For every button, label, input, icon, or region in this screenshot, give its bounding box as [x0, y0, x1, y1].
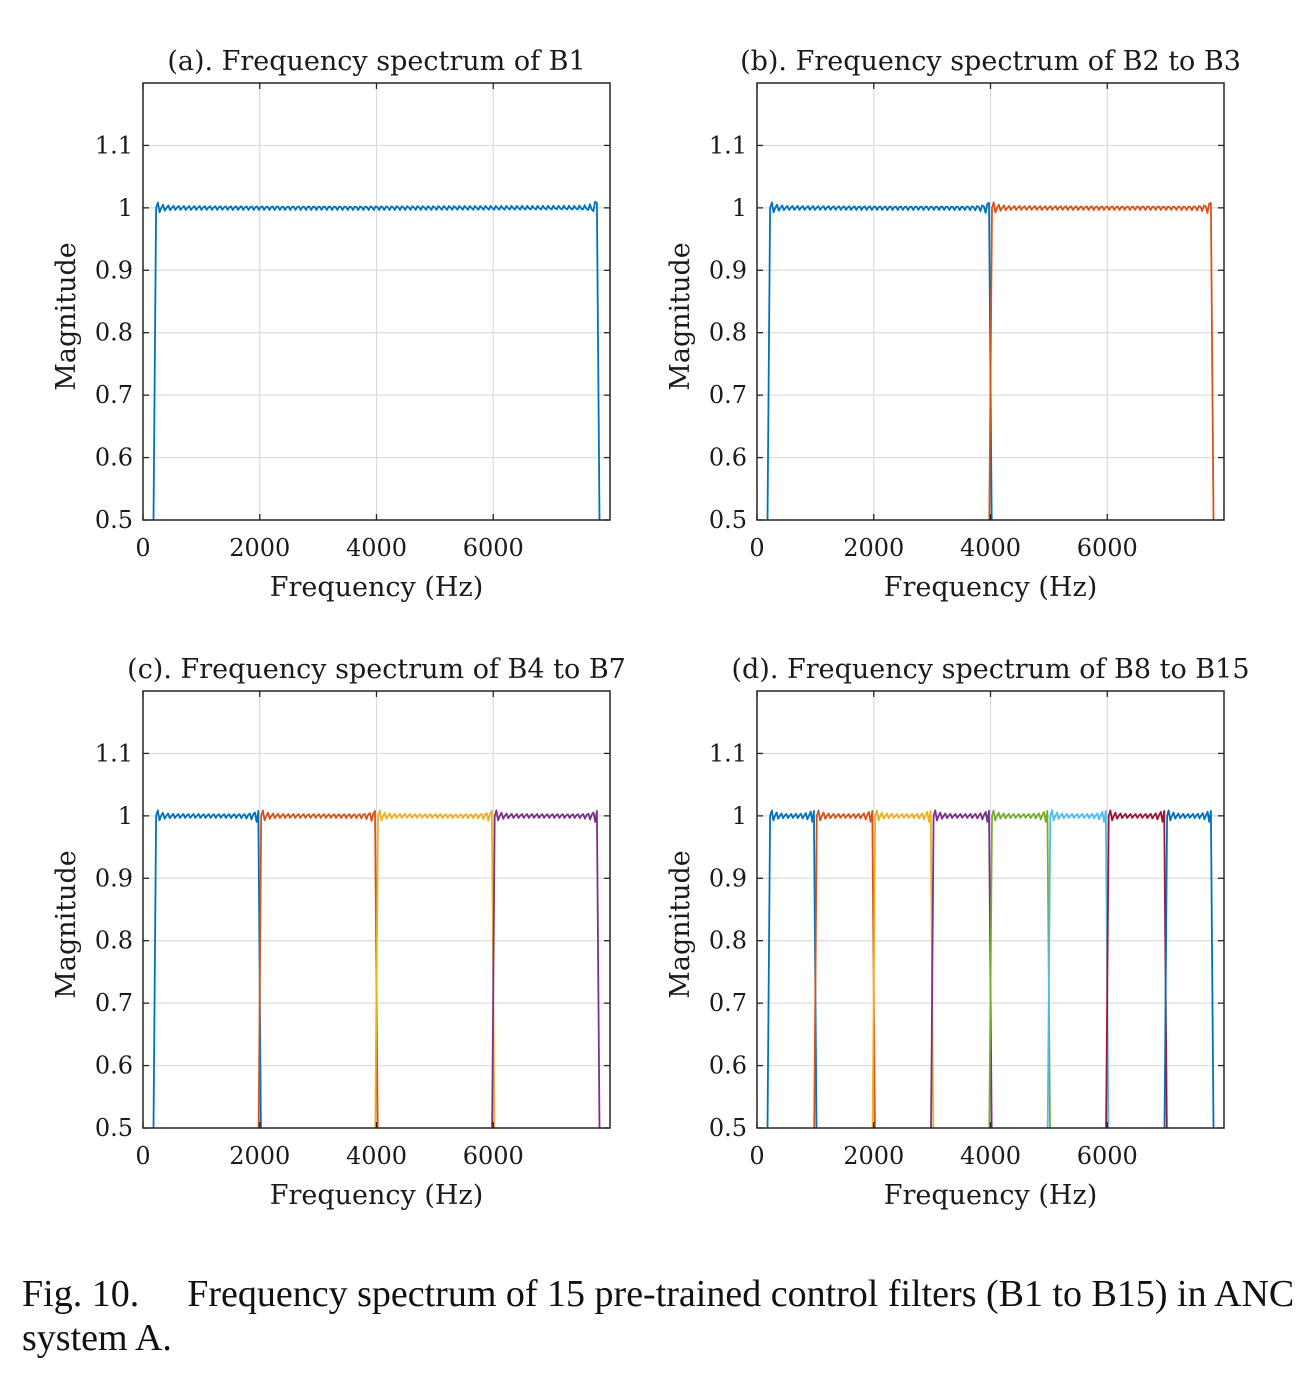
x-tick-label: 6000 [1077, 1142, 1138, 1170]
series-line-1 [813, 809, 876, 1129]
series-line-6 [1105, 809, 1168, 1129]
chart-title: (c). Frequency spectrum of B4 to B7 [127, 654, 626, 685]
caption-text: Frequency spectrum of 15 pre-trained con… [22, 1273, 1295, 1359]
x-tick-label: 2000 [843, 1142, 904, 1170]
y-tick-label: 0.5 [95, 506, 133, 534]
series-line-3 [930, 809, 993, 1129]
x-axis-label: Frequency (Hz) [884, 572, 1097, 603]
y-tick-label: 0.5 [95, 1114, 133, 1142]
y-tick-label: 1.1 [709, 131, 747, 159]
y-tick-label: 1 [118, 194, 133, 222]
y-tick-label: 0.9 [709, 256, 747, 284]
y-tick-label: 0.6 [709, 1052, 747, 1080]
y-tick-label: 0.6 [709, 444, 747, 472]
x-tick-label: 4000 [960, 534, 1021, 562]
y-axis-label: Magnitude [51, 242, 82, 391]
y-tick-label: 0.9 [95, 256, 133, 284]
y-tick-label: 0.9 [709, 864, 747, 892]
y-tick-label: 1 [118, 802, 133, 830]
x-tick-label: 0 [135, 1142, 150, 1170]
x-axis-label: Frequency (Hz) [270, 1180, 483, 1211]
series-line-1 [257, 809, 379, 1129]
y-axis-label: Magnitude [665, 850, 696, 999]
x-tick-label: 0 [749, 1142, 764, 1170]
x-axis-label: Frequency (Hz) [884, 1180, 1097, 1211]
figure-caption: Fig. 10. Frequency spectrum of 15 pre-tra… [22, 1272, 1312, 1360]
y-tick-label: 0.7 [95, 989, 133, 1017]
x-tick-label: 2000 [843, 534, 904, 562]
x-tick-label: 0 [135, 534, 150, 562]
y-tick-label: 0.7 [95, 381, 133, 409]
y-tick-label: 1.1 [95, 131, 133, 159]
x-tick-label: 6000 [463, 1142, 524, 1170]
y-tick-label: 0.6 [95, 444, 133, 472]
x-tick-label: 0 [749, 534, 764, 562]
y-tick-label: 0.8 [709, 319, 747, 347]
x-tick-label: 2000 [229, 1142, 290, 1170]
series-line-0 [152, 200, 601, 521]
y-tick-label: 0.7 [709, 989, 747, 1017]
y-tick-label: 1 [732, 194, 747, 222]
series-line-1 [988, 201, 1215, 521]
series-line-5 [1046, 809, 1110, 1129]
x-tick-label: 4000 [346, 1142, 407, 1170]
y-tick-label: 0.5 [709, 1114, 747, 1142]
x-tick-label: 4000 [960, 1142, 1021, 1170]
chart-panel-3: 0 2000 4000 6000 0.5 0.6 0.7 0.8 0.9 1 1.1 (d). Fre… [665, 654, 1250, 1211]
y-axis-label: Magnitude [665, 242, 696, 391]
chart-panel-1: 0 2000 4000 6000 0.5 0.6 0.7 0.8 0.9 1 1.1 (b). Fre… [665, 46, 1241, 603]
y-tick-label: 0.9 [95, 864, 133, 892]
y-tick-label: 0.5 [709, 506, 747, 534]
caption-label: Fig. 10. [22, 1273, 140, 1315]
series-line-7 [1163, 809, 1215, 1129]
x-tick-label: 2000 [229, 534, 290, 562]
x-tick-label: 6000 [463, 534, 524, 562]
series-line-0 [152, 809, 262, 1129]
y-tick-label: 1 [732, 802, 747, 830]
y-tick-label: 0.8 [709, 927, 747, 955]
series-line-4 [988, 809, 1051, 1129]
series-line-0 [766, 809, 818, 1129]
x-tick-label: 6000 [1077, 534, 1138, 562]
y-tick-label: 0.6 [95, 1052, 133, 1080]
chart-title: (a). Frequency spectrum of B1 [167, 46, 585, 77]
series-line-3 [491, 809, 601, 1129]
x-axis-label: Frequency (Hz) [270, 572, 483, 603]
x-tick-label: 4000 [346, 534, 407, 562]
series-line-0 [766, 201, 993, 521]
chart-title: (d). Frequency spectrum of B8 to B15 [731, 654, 1249, 685]
y-tick-label: 0.7 [709, 381, 747, 409]
y-axis-label: Magnitude [51, 850, 82, 999]
chart-panel-0: 0 2000 4000 6000 0.5 0.6 0.7 0.8 0.9 1 1.1 (a). Fre… [51, 46, 611, 603]
chart-title: (b). Frequency spectrum of B2 to B3 [740, 46, 1241, 77]
series-line-2 [374, 809, 496, 1129]
chart-panel-2: 0 2000 4000 6000 0.5 0.6 0.7 0.8 0.9 1 1.1 (c). Fre… [51, 654, 626, 1211]
y-tick-label: 1.1 [95, 739, 133, 767]
y-tick-label: 0.8 [95, 927, 133, 955]
y-tick-label: 1.1 [709, 739, 747, 767]
series-line-2 [871, 809, 935, 1129]
y-tick-label: 0.8 [95, 319, 133, 347]
